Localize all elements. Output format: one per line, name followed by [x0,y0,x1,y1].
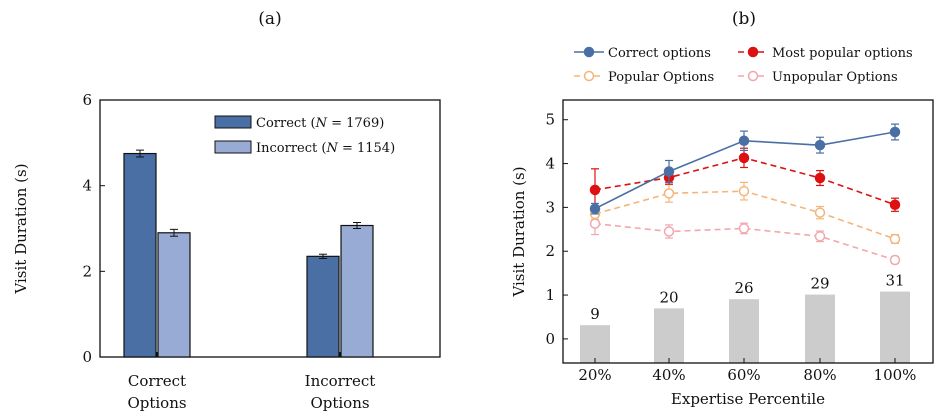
panel-b-count-bar [580,325,610,363]
panel-b-count-bar [729,299,759,363]
panel-b-ytick-label: 0 [545,330,555,348]
panel-b-legend-marker [747,70,759,82]
panel-a-ytick-label: 2 [82,262,92,280]
panel-a-category-label: Correct [128,372,186,390]
panel-a-legend-label: Correct (N = 1769) [256,116,384,131]
panel-b-label: (b) [732,9,756,29]
panel-a-category-label: Options [127,394,186,412]
panel-b-count-label: 26 [734,279,753,297]
panel-a-label: (a) [258,9,281,29]
panel-a-category-label: Options [310,394,369,412]
panel-b-frame [562,99,934,364]
panel-a-bar [157,232,191,358]
panel-b-data-point [814,139,826,151]
panel-b-data-point [663,188,675,199]
panel-b-ytick-label: 4 [545,155,555,173]
panel-a-ytick-label: 4 [82,177,92,195]
panel-b-ytick-label: 2 [545,242,555,260]
panel-a-category-label: Incorrect [305,372,376,390]
panel-b-legend-label: Correct options [608,46,711,61]
panel-b-data-point [589,184,601,196]
panel-b-data-point [738,223,750,234]
panel-b-count-label: 29 [810,275,829,293]
panel-b-data-point [814,172,826,184]
panel-b-ytick-label: 5 [545,111,555,129]
panel-b-data-point [589,218,601,229]
panel-b-xtick-label: 60% [727,366,760,384]
panel-b-legend-marker [747,46,759,58]
panel-b-count-label: 20 [659,288,678,306]
panel-a-bar [340,224,374,358]
panel-b-data-point [814,207,826,218]
panel-a-ytick-label: 0 [82,348,92,366]
panel-b-xtick-label: 80% [803,366,836,384]
panel-b-count-bar [654,308,684,363]
panel-b-count-bar [880,291,910,363]
panel-b-y-axis-label: Visit Duration (s) [510,166,528,297]
panel-b-legend-marker [583,46,595,58]
panel-b-data-point [663,166,675,177]
panel-b-data-point [889,254,901,266]
panel-a-legend-swatch [214,115,252,129]
panel-b-data-point [738,152,750,164]
panel-a-frame [99,99,441,358]
panel-b-count-bar [805,294,835,363]
panel-b-data-point [663,226,675,237]
panel-b-legend-label: Unpopular Options [772,70,898,85]
panel-a-legend-swatch [214,140,252,154]
panel-a-y-axis-label: Visit Duration (s) [12,163,30,294]
panel-a-ytick-label: 6 [82,91,92,109]
panel-b-xtick-label: 20% [578,366,611,384]
panel-b-data-point [889,199,901,211]
panel-b-data-point [814,231,826,242]
panel-a-legend-label: Incorrect (N = 1154) [256,141,395,156]
panel-b-data-point [889,126,901,138]
panel-b-count-label: 31 [885,272,904,290]
panel-b-x-axis-label: Expertise Percentile [671,390,825,408]
panel-b-ytick-label: 3 [545,198,555,216]
panel-b-data-point [889,233,901,245]
panel-b-count-label: 9 [590,305,600,323]
panel-b-data-point [589,203,601,214]
panel-b-data-point [738,185,750,197]
panel-b-data-point [738,135,750,147]
panel-b-xtick-label: 100% [874,366,917,384]
panel-b-series-line [594,157,896,206]
panel-b-xtick-label: 40% [652,366,685,384]
panel-b-legend-label: Most popular options [772,46,913,61]
panel-a-bar [123,152,157,358]
panel-b-legend-marker [583,70,595,82]
panel-a-bar [306,255,340,358]
panel-b-ytick-label: 1 [545,286,555,304]
panel-b-legend-label: Popular Options [608,70,714,85]
panel-b-series-line [594,222,896,261]
